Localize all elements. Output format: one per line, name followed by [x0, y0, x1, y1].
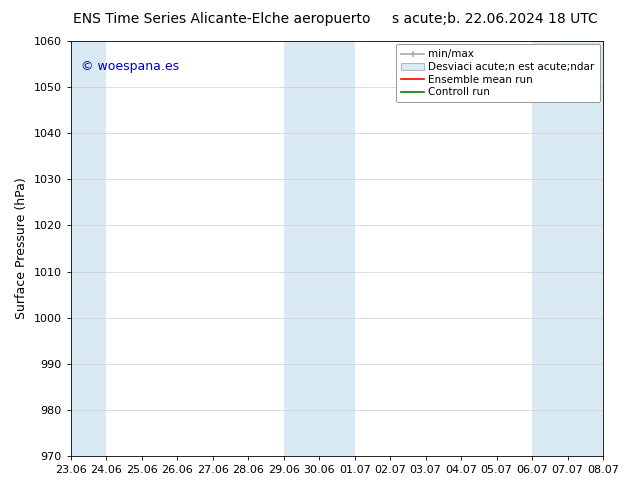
Legend: min/max, Desviaci acute;n est acute;ndar, Ensemble mean run, Controll run: min/max, Desviaci acute;n est acute;ndar…	[396, 44, 600, 102]
Text: s acute;b. 22.06.2024 18 UTC: s acute;b. 22.06.2024 18 UTC	[392, 12, 597, 26]
Bar	[283, 41, 354, 456]
Bar	[71, 41, 107, 456]
Bar	[532, 41, 603, 456]
Text: ENS Time Series Alicante-Elche aeropuerto: ENS Time Series Alicante-Elche aeropuert…	[73, 12, 371, 26]
Text: © woespana.es: © woespana.es	[81, 60, 179, 73]
Y-axis label: Surface Pressure (hPa): Surface Pressure (hPa)	[15, 178, 28, 319]
